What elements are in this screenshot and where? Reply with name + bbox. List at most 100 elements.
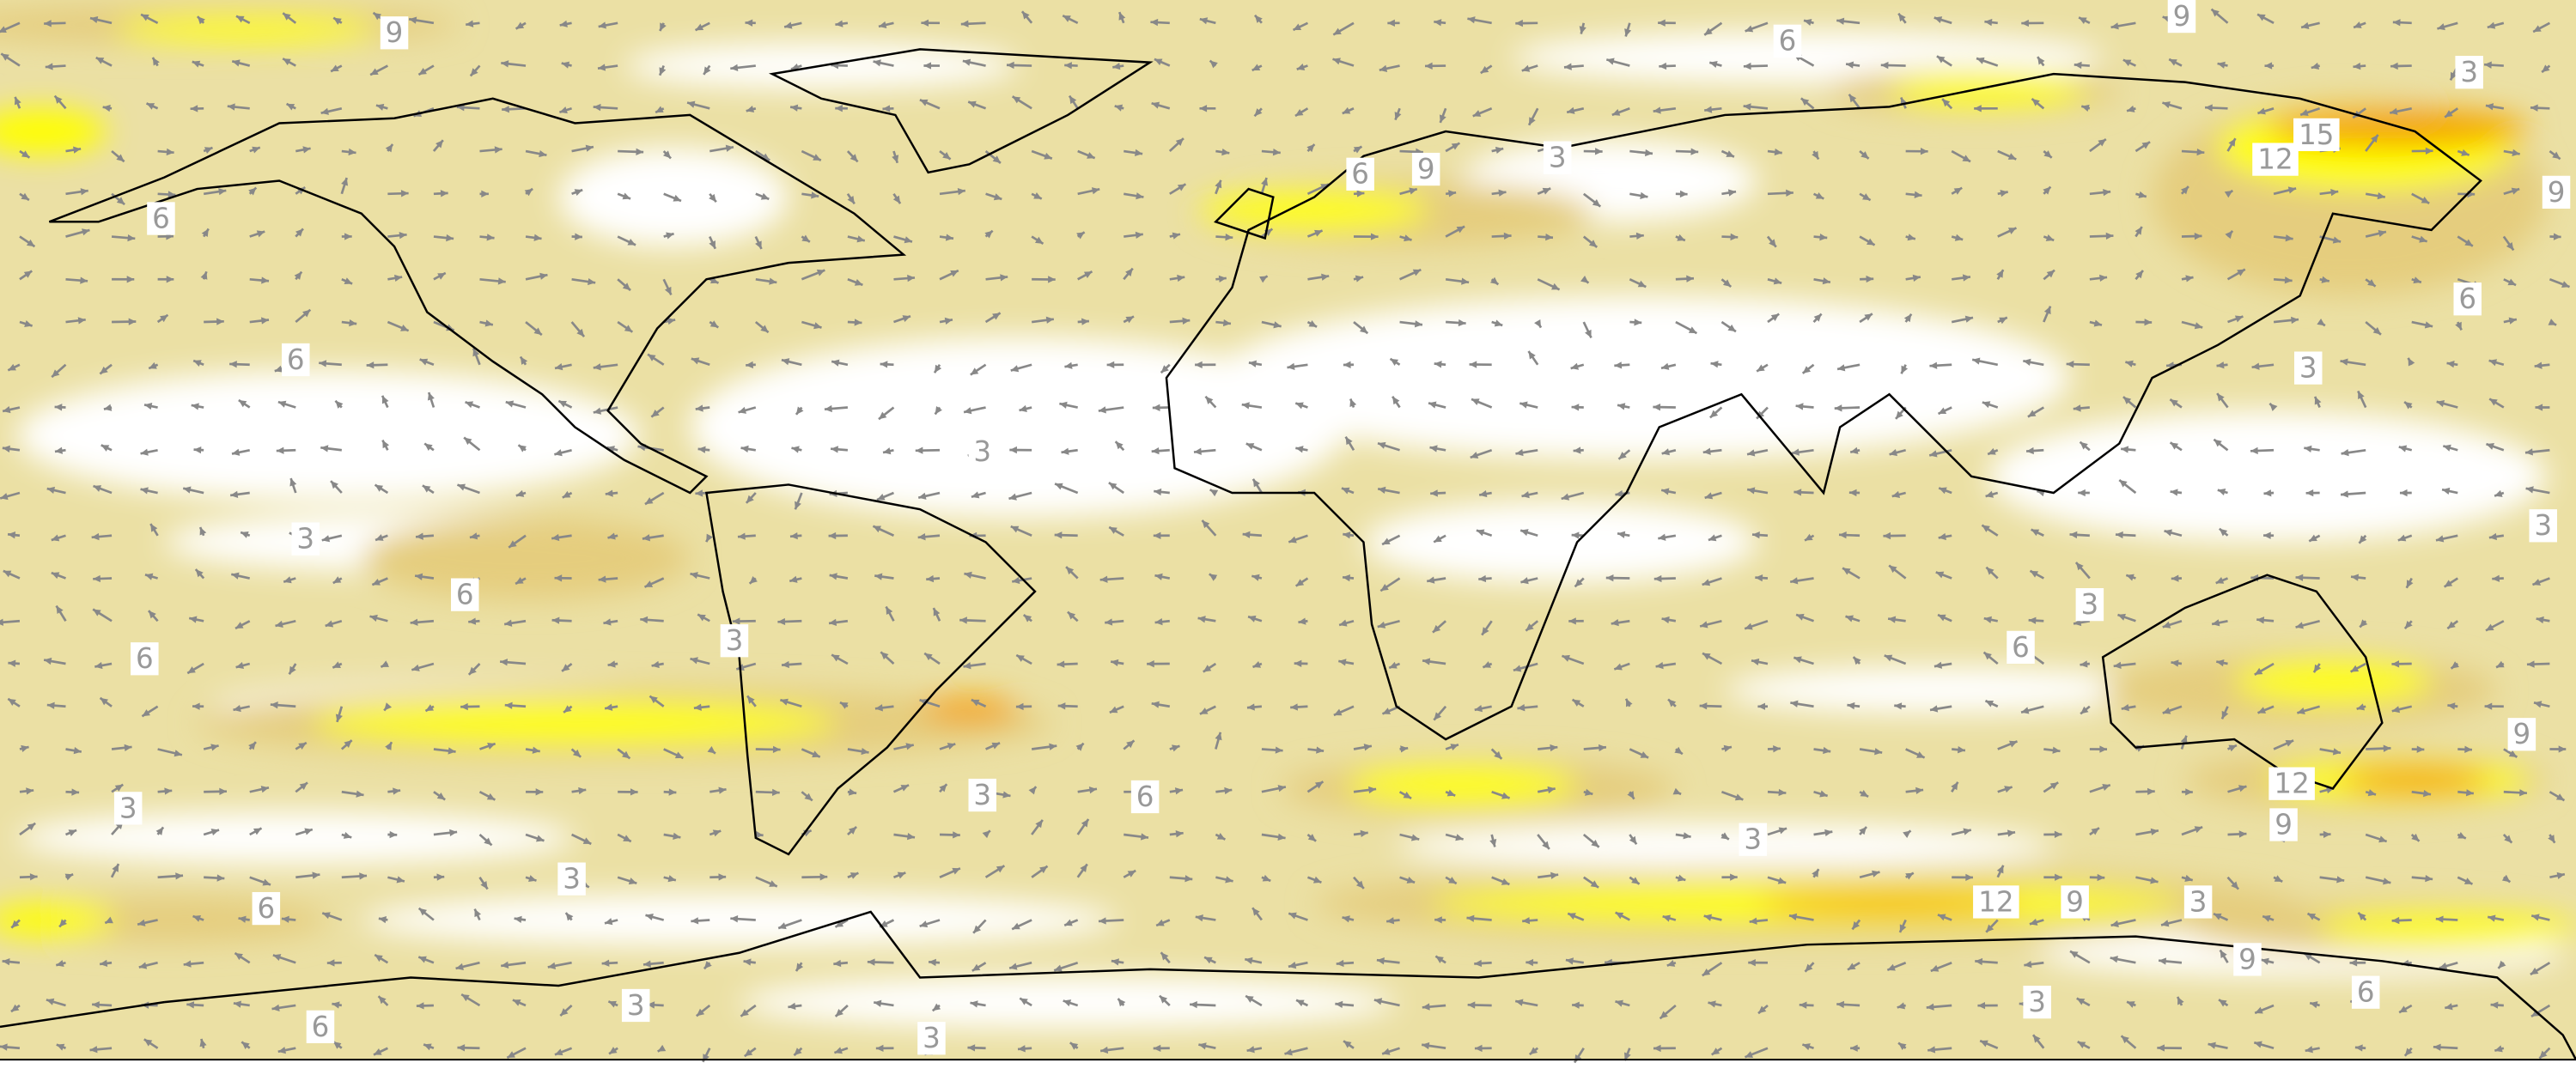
arrow-head	[1246, 703, 1255, 711]
arrow-head	[1529, 117, 1536, 125]
arrow-head	[627, 238, 636, 246]
arrow-head	[166, 276, 174, 283]
arrow-head	[77, 317, 86, 325]
arrow-head	[539, 272, 548, 280]
arrow-head	[112, 864, 119, 872]
arrow-head	[1611, 619, 1619, 627]
arrow-head	[1288, 912, 1297, 920]
arrow-head	[233, 704, 241, 713]
arrow-head	[1434, 535, 1442, 543]
arrow-head	[105, 916, 113, 924]
arrow-head	[1574, 579, 1583, 587]
arrow-head	[1020, 998, 1028, 1005]
arrow-head	[1815, 191, 1824, 199]
arrow-head	[416, 532, 423, 540]
arrow-head	[419, 358, 429, 366]
arrow-head	[892, 155, 899, 163]
arrow-head	[1513, 665, 1522, 672]
arrow-head	[1914, 191, 1922, 198]
contour-label: 3	[973, 435, 991, 468]
arrow-head	[2404, 620, 2413, 629]
arrow-head	[2214, 439, 2222, 447]
arrow-head	[2216, 659, 2225, 667]
arrow-head	[1883, 531, 1891, 540]
arrow-head	[1333, 27, 1342, 35]
arrow-head	[1471, 398, 1480, 405]
arrow-head	[2354, 1044, 2363, 1052]
arrow-head	[1722, 279, 1732, 288]
arrow-head	[1679, 190, 1688, 198]
arrow-head	[400, 325, 409, 331]
arrow-head	[1862, 193, 1871, 201]
arrow-head	[82, 228, 90, 236]
arrow-head	[2307, 913, 2317, 920]
arrow-head	[1172, 744, 1180, 752]
arrow-head	[166, 148, 174, 156]
arrow-head	[953, 831, 960, 839]
arrow-head	[189, 616, 198, 623]
arrow-head	[272, 954, 282, 962]
arrow-head	[1550, 871, 1559, 879]
arrow-head	[1156, 919, 1165, 926]
arrow-head	[1526, 958, 1534, 967]
arrow-head	[2069, 531, 2078, 539]
arrow-head	[1653, 404, 1661, 411]
arrow-head	[2330, 189, 2339, 197]
arrow-head	[1677, 874, 1686, 882]
arrow-head	[93, 609, 101, 616]
arrow-head	[231, 572, 240, 580]
arrow-head	[624, 325, 633, 332]
arrow-head	[561, 61, 570, 69]
arrow-head	[598, 21, 606, 29]
arrow-head	[1456, 226, 1465, 234]
contour-label: 3	[2028, 986, 2046, 1018]
arrow-head	[2169, 58, 2177, 66]
arrow-head	[2508, 750, 2518, 757]
arrow-head	[1055, 483, 1063, 490]
arrow-head	[2358, 912, 2366, 920]
arrow-head	[1653, 574, 1662, 583]
arrow-head	[829, 573, 837, 580]
arrow-head	[1390, 358, 1399, 366]
arrow-head	[2340, 358, 2348, 366]
arrow-head	[706, 533, 714, 543]
arrow-head	[1222, 319, 1231, 327]
arrow-head	[1802, 366, 1812, 373]
arrow-head	[944, 317, 953, 325]
arrow-head	[27, 823, 36, 831]
arrow-head	[1837, 364, 1846, 372]
arrow-head	[1455, 834, 1464, 841]
arrow-head	[256, 230, 265, 238]
arrow-head	[1400, 745, 1409, 753]
arrow-head	[232, 59, 241, 67]
arrow-head	[533, 327, 542, 336]
arrow-head	[1197, 616, 1206, 623]
arrow-head	[2076, 998, 2086, 1005]
arrow-head	[2024, 960, 2032, 969]
arrow-head	[321, 535, 331, 543]
arrow-head	[1802, 1043, 1811, 1051]
arrow-head	[1345, 436, 1353, 446]
arrow-head	[1522, 917, 1531, 925]
arrow-head	[1899, 924, 1907, 932]
arrow-head	[834, 1047, 843, 1054]
arrow-head	[1363, 744, 1372, 751]
arrow-head	[1076, 232, 1085, 240]
arrow-head	[1000, 274, 1008, 282]
arrow-head	[1957, 746, 1965, 754]
arrow-head	[1819, 234, 1828, 241]
arrow-head	[384, 702, 393, 711]
arrow-head	[146, 103, 155, 110]
arrow-head	[1221, 148, 1230, 156]
arrow-head	[100, 959, 108, 968]
arrow-head	[749, 575, 758, 584]
arrow-head	[1160, 365, 1169, 373]
arrow-head	[3, 406, 11, 414]
contour-label: 9	[2173, 0, 2191, 33]
arrow-head	[1448, 190, 1457, 197]
contour-label: 12	[2257, 143, 2293, 176]
arrow-head	[963, 662, 971, 670]
arrow-head	[227, 103, 235, 111]
arrow-head	[576, 328, 585, 337]
arrow-head	[2436, 400, 2445, 408]
